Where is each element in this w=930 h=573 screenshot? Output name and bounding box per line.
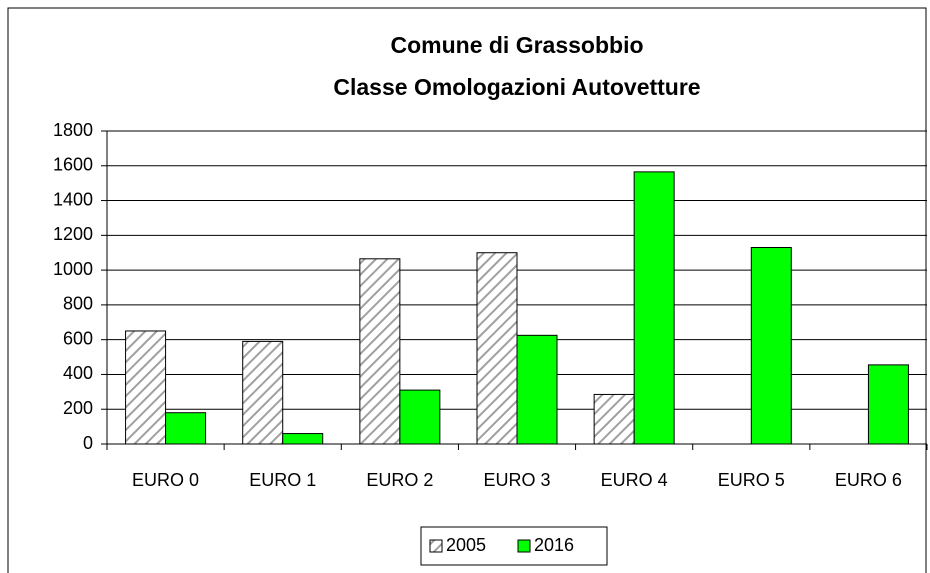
- chart-title: Classe Omologazioni Autovetture: [333, 74, 700, 100]
- bar: [867, 364, 909, 445]
- legend-box: [420, 526, 608, 566]
- bar: [633, 171, 675, 445]
- legend-label: 2005: [446, 535, 486, 555]
- legend-swatch: [517, 539, 531, 553]
- bar: [282, 433, 324, 445]
- bar: [359, 258, 401, 445]
- y-tick-label: 1000: [53, 259, 93, 279]
- y-tick-label: 800: [63, 294, 93, 314]
- bar: [399, 389, 441, 445]
- bar: [165, 412, 207, 445]
- x-tick-label: EURO 2: [366, 470, 433, 490]
- y-tick-label: 1800: [53, 120, 93, 140]
- y-tick-label: 1600: [53, 155, 93, 175]
- y-tick-label: 200: [63, 398, 93, 418]
- bar: [750, 247, 792, 445]
- y-tick-label: 600: [63, 328, 93, 348]
- bar: [125, 330, 167, 445]
- x-tick-label: EURO 1: [249, 470, 316, 490]
- legend-label: 2016: [534, 535, 574, 555]
- legend-swatch: [429, 539, 443, 553]
- bar: [593, 393, 635, 445]
- chart-title: Comune di Grassobbio: [390, 32, 643, 58]
- x-tick-label: EURO 5: [718, 470, 785, 490]
- chart-frame: [7, 7, 927, 573]
- x-tick-label: EURO 6: [835, 470, 902, 490]
- y-tick-label: 1200: [53, 224, 93, 244]
- y-tick-label: 1400: [53, 189, 93, 209]
- bar: [242, 340, 284, 445]
- bar: [476, 252, 518, 445]
- y-tick-label: 400: [63, 363, 93, 383]
- bar: [516, 334, 558, 445]
- x-tick-label: EURO 4: [601, 470, 668, 490]
- y-tick-label: 0: [83, 433, 93, 453]
- x-tick-label: EURO 3: [483, 470, 550, 490]
- x-tick-label: EURO 0: [132, 470, 199, 490]
